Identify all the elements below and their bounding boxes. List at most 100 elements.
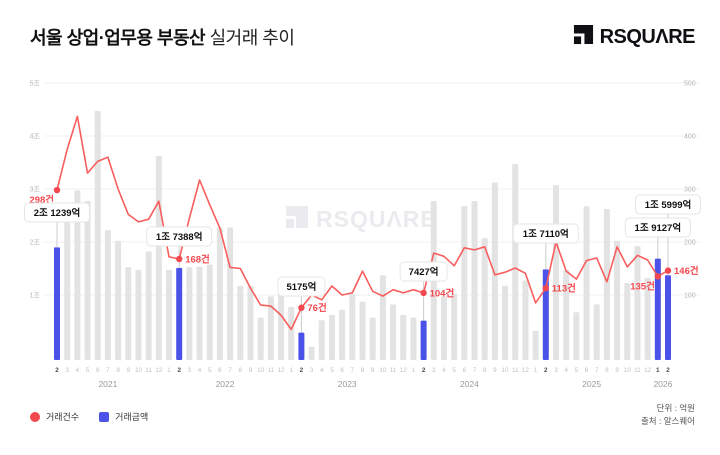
month-tick: 2	[300, 367, 304, 374]
left-axis-tick: 2조	[30, 239, 41, 247]
bar	[502, 285, 509, 360]
right-axis-tick: 300	[684, 187, 696, 194]
bar	[247, 285, 254, 360]
month-tick: 6	[463, 367, 467, 374]
month-tick: 10	[624, 367, 632, 374]
month-tick: 4	[320, 367, 324, 374]
month-tick: 9	[127, 367, 131, 374]
legend-item-amount: 거래금액	[99, 410, 148, 423]
month-tick: 12	[155, 367, 163, 374]
amount-callout-label: 1조 7110억	[523, 228, 569, 240]
count-label: 168건	[185, 253, 210, 265]
bar	[318, 320, 325, 360]
bar	[288, 307, 295, 360]
amount-callout-box	[635, 194, 701, 215]
amount-callout-label: 1조 5999억	[645, 199, 692, 211]
rsquare-logo-icon	[573, 24, 594, 50]
count-label: 113건	[552, 283, 576, 295]
bar	[206, 264, 213, 360]
left-axis-tick: 5조	[30, 80, 41, 88]
month-tick: 10	[502, 367, 510, 374]
bar	[84, 201, 91, 360]
amount-callout-box	[277, 276, 326, 297]
bar	[644, 277, 651, 360]
bar-highlight	[54, 247, 60, 360]
month-tick: 11	[634, 367, 641, 374]
bar	[94, 110, 101, 361]
amount-callout-box	[24, 202, 90, 223]
bar	[603, 208, 610, 360]
footnote: 단위 : 억원 출처 : 알스퀘어	[641, 402, 695, 428]
month-tick: 5	[575, 367, 579, 374]
bar	[216, 227, 223, 360]
bar	[440, 296, 447, 360]
bar	[461, 206, 468, 360]
count-label: 135건	[630, 280, 655, 292]
bar	[196, 266, 203, 360]
month-tick: 4	[564, 367, 568, 374]
month-tick: 2	[544, 367, 548, 374]
header: 서울 상업·업무용 부동산 실거래 추이 RSQUΛRE	[30, 20, 696, 54]
count-label: 76건	[307, 302, 326, 314]
bar	[135, 269, 142, 360]
brand-logo-text: RSQUΛRE	[599, 25, 696, 48]
month-tick: 8	[239, 367, 243, 374]
left-axis-tick: 4조	[30, 133, 41, 141]
amount-callout-label: 2조 1239억	[34, 207, 81, 219]
bar	[227, 227, 234, 360]
amount-callout-label: 5175억	[286, 281, 316, 293]
title-light: 실거래 추이	[209, 28, 295, 48]
brand-logo: RSQUΛRE	[573, 24, 696, 50]
right-axis-tick: 500	[684, 81, 696, 88]
count-label: 146건	[674, 265, 699, 277]
legend-label-amount: 거래금액	[115, 412, 149, 422]
month-tick: 3	[310, 367, 314, 374]
bar	[115, 240, 122, 360]
month-tick: 8	[605, 367, 609, 374]
bar	[74, 190, 81, 360]
legend-item-count: 거래건수	[30, 410, 79, 423]
month-tick: 3	[554, 367, 558, 374]
count-line	[56, 115, 669, 331]
bar	[552, 185, 559, 360]
bar	[614, 240, 621, 360]
bar	[145, 251, 152, 360]
amount-callout-label: 7427억	[409, 266, 439, 278]
bar-highlight	[176, 267, 183, 360]
month-tick: 12	[278, 367, 286, 374]
year-label: 2026	[653, 379, 672, 389]
month-tick: 5	[86, 367, 90, 374]
bar	[400, 314, 407, 360]
legend-label-count: 거래건수	[46, 412, 80, 422]
month-tick: 9	[249, 367, 253, 374]
bar	[186, 267, 193, 360]
month-tick: 12	[400, 367, 408, 374]
chart-area: RSQUΛRE 1조 100 2조 200 3조 300 4조 400 5조 500 298건 168건…	[0, 60, 720, 400]
month-tick: 5	[330, 367, 334, 374]
month-tick: 7	[595, 367, 599, 374]
month-tick: 2	[666, 367, 670, 374]
right-axis-tick: 400	[684, 134, 696, 141]
bar	[104, 230, 111, 360]
month-tick: 10	[135, 367, 143, 374]
bar	[563, 269, 570, 360]
month-tick: 8	[483, 367, 487, 374]
right-axis-tick: 200	[684, 240, 696, 247]
data-point-dot	[654, 273, 662, 280]
month-tick: 10	[379, 367, 387, 374]
count-label: 104건	[430, 287, 455, 299]
source-note: 출처 : 알스퀘어	[640, 416, 695, 426]
bar-highlight	[542, 269, 549, 360]
bar-series-marker-icon	[99, 411, 110, 422]
data-point-dot	[420, 289, 427, 297]
bar	[369, 317, 376, 360]
bar	[624, 283, 631, 360]
watermark-text: RSQUΛRE	[316, 206, 437, 232]
bar	[349, 293, 356, 360]
bar-highlight	[665, 275, 671, 360]
bar	[491, 182, 498, 360]
bar-highlight	[654, 258, 661, 360]
bar	[634, 246, 641, 360]
bar	[512, 163, 519, 360]
